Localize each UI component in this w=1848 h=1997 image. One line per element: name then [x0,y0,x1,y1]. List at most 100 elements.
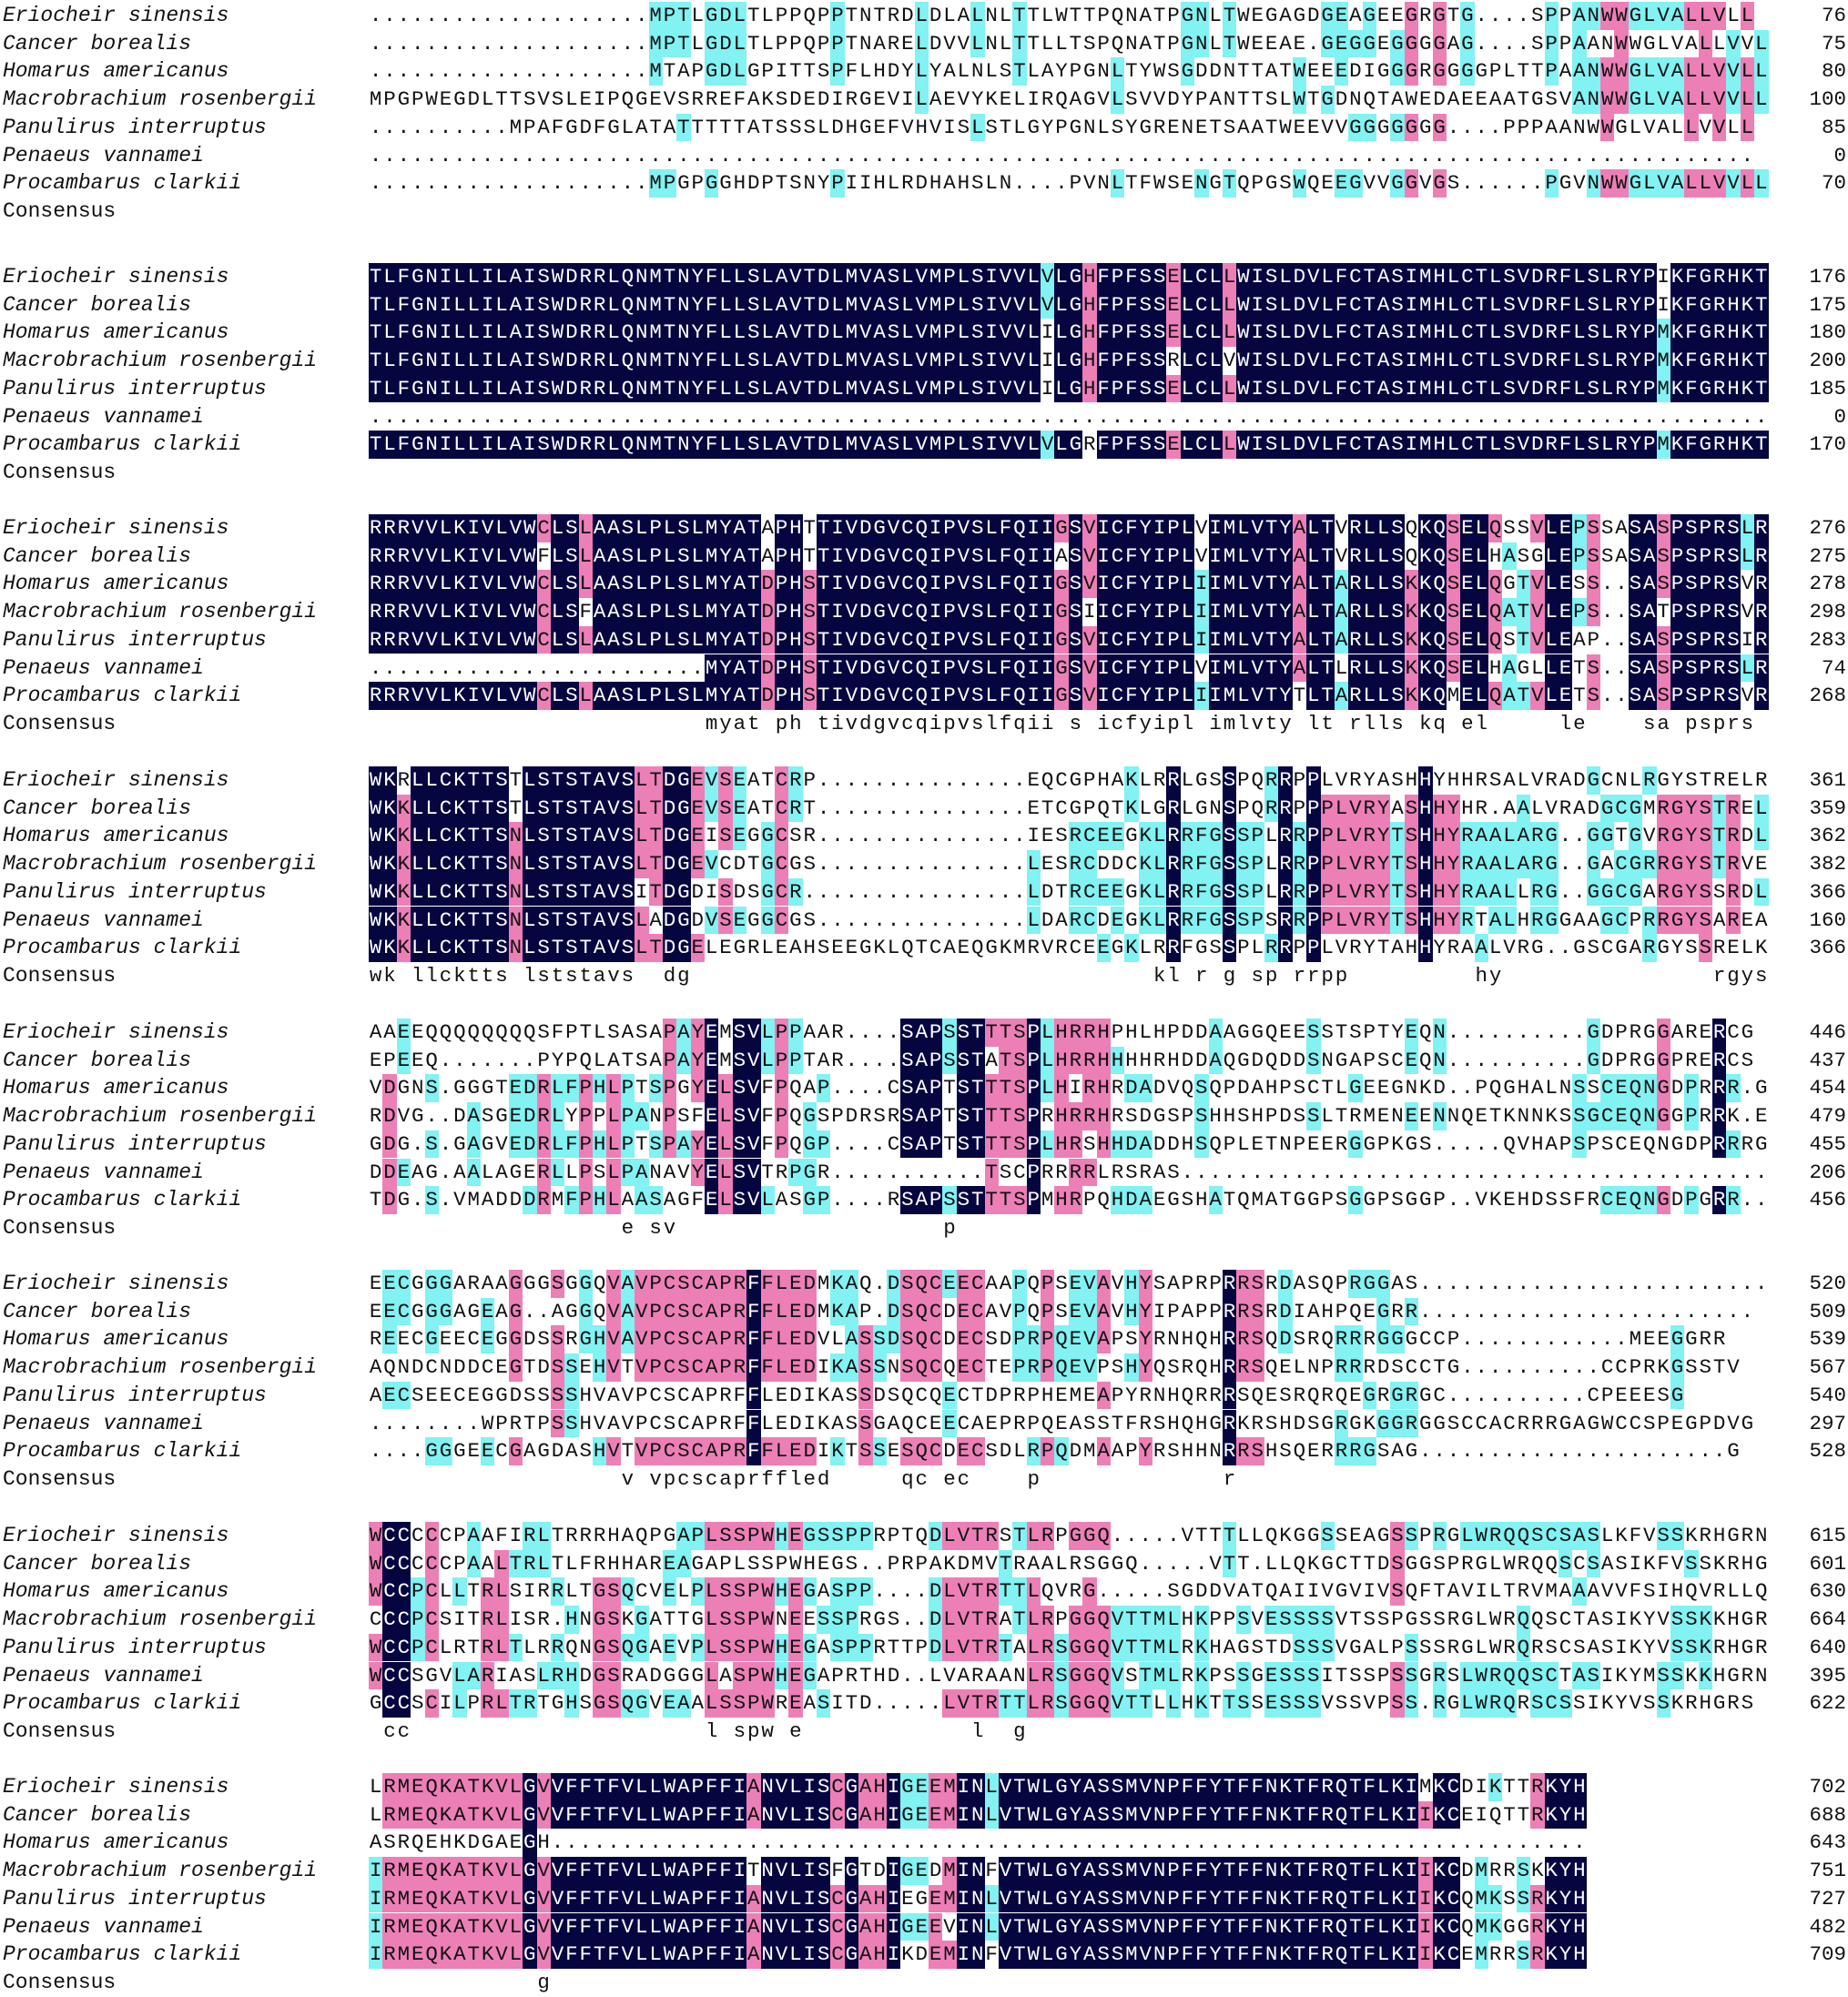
sequence-residues: ........................MYATDPHSTIVDGVCQ… [369,654,1770,683]
residue-position: 455 [1809,1131,1846,1156]
sequence-residues: RRRVVLKIVLVWCLSLAASLPLSLMYATAPHTTIVDGVCQ… [369,514,1770,542]
species-name: Penaeus vannamei [3,1411,204,1435]
species-name: Homarus americanus [3,572,229,596]
species-name: Panulirus interruptus [3,376,267,400]
residue-position: 727 [1809,1886,1846,1911]
species-name: Eriocheir sinensis [3,1020,229,1044]
species-name: Procambarus clarkii [3,1188,242,1212]
alignment-row: Penaeus vannamei ........WPRTPSSHVAVPCSCA… [0,1409,1848,1438]
residue-position: 180 [1809,320,1846,345]
sequence-residues: MPGPWEGDLTTSVSLEIPQGEVSRREFAKSDEDIRGEVIL… [369,86,1770,114]
alignment-row: Panulirus interruptus ..........MPAFGDFGL… [0,113,1848,142]
sequence-residues: WKKLLCKTTSNLSTSTAVSLADGDVSEGGCGS........… [369,906,1770,935]
consensus-sequence: myat ph tivdgvcqipvslfqii s icfyipl imlv… [705,711,1754,735]
consensus-sequence: g [537,1970,550,1994]
species-name: Eriocheir sinensis [3,768,229,792]
species-name: Eriocheir sinensis [3,516,229,540]
alignment-row: Panulirus interruptus WKKLLCKTTSNLSTSTAVS… [0,877,1848,907]
residue-position: 297 [1809,1411,1846,1435]
species-name: Penaeus vannamei [3,1160,204,1184]
sequence-residues: ....................MTAPGDLGPITTSPFLHDYL… [369,57,1770,86]
alignment-row: Panulirus interruptus GDG.S.GAGVEDRLFPHLP… [0,1130,1848,1159]
sequence-residues: WCCCCCPAALTRLTLFRHHAREAGAPLSSPWHEGS..PRP… [369,1549,1770,1578]
alignment-row: Cancer borealis WCCCCCPAALTRLTLFRHHAREAGA… [0,1549,1848,1578]
sequence-residues: EECGGGAGEAG..AGGQVAVPCSCAPRFFLEDMKAP.DSQ… [369,1297,1770,1326]
sequence-residues: TDG.S.VMADDDRMFPHLAASAGFELSVLASGP....RSA… [369,1186,1770,1214]
consensus-label: Consensus [3,460,117,484]
species-name: Procambarus clarkii [3,1942,242,1967]
sequence-residues: VDGNS.GGGTEDRLFPHLPTSPGYELSVFPQAP....CSA… [369,1074,1770,1103]
consensus-label: Consensus [3,1215,117,1240]
alignment-row: Eriocheir sinensis EECGGGARAAGGGSGGQVAVPC… [0,1270,1848,1298]
alignment-row: Eriocheir sinensis RRRVVLKIVLVWCLSLAASLPL… [0,514,1848,542]
species-name: Eriocheir sinensis [3,4,229,27]
consensus-row: Consensus v vpcscaprffled qc ec p r [0,1465,1848,1494]
residue-position: 482 [1809,1914,1846,1939]
sequence-residues: GCCSCILPRLTRTGHSGSQGVEAALSSPWREASITD....… [369,1689,1770,1718]
alignment-row: Eriocheir sinensis LRMEQKATKVLGVVFFTFVLLW… [0,1773,1848,1801]
residue-position: 664 [1809,1607,1846,1632]
residue-position: 85 [1821,115,1846,139]
species-name: Procambarus clarkii [3,936,242,960]
residue-position: 361 [1809,768,1846,792]
alignment-row: Eriocheir sinensis TLFGNILLILAISWDRRLQNMT… [0,263,1848,291]
residue-position: 567 [1809,1355,1846,1380]
consensus-row: Consensus [0,459,1848,487]
alignment-row: Procambarus clarkii ....................M… [0,169,1848,198]
sequence-residues: AECSEECEGGDSSSSHVAVPCSCAPRFFLEDIKASSDSQC… [369,1381,1770,1410]
alignment-row: Penaeus vannamei IRMEQKATKVLGVVFFTFVLLWAP… [0,1912,1848,1941]
species-name: Penaeus vannamei [3,1914,204,1939]
sequence-residues: ........WPRTPSSHVAVPCSCAPRFFLEDIKASSGAQC… [369,1409,1770,1438]
consensus-label: Consensus [3,1466,117,1491]
alignment-row: Macrobrachium rosenbergii IRMEQKATKVLGVVF… [0,1857,1848,1885]
species-name: Procambarus clarkii [3,432,242,457]
alignment-row: Eriocheir sinensis WKRLLCKTTSTLSTSTAVSLTD… [0,766,1848,795]
residue-position: 76 [1821,4,1846,27]
alignment-row: Cancer borealis EECGGGAGEAG..AGGQVAVPCSCA… [0,1297,1848,1326]
consensus-sequence: wk llcktts lststavs dg kl r g sp rrpp hy… [369,963,1768,988]
alignment-row: Cancer borealis WKKLLCKTTSTLSTSTAVSLTDGEV… [0,794,1848,823]
alignment-row: Penaeus vannamei DDEAG.AALAGERLLPSLPANAVY… [0,1158,1848,1187]
species-name: Homarus americanus [3,1327,229,1352]
species-name: Procambarus clarkii [3,171,242,196]
consensus-row: Consensus e sv p [0,1214,1848,1242]
residue-position: 70 [1821,171,1846,196]
sequence-residues: WCCPCLLTRLSIRRLTGSQCVELPLSSPWHEGASPP....… [369,1577,1770,1607]
residue-position: 74 [1821,655,1846,680]
sequence-residues: WKKLLCKTTSNLSTSTAVSLTDGEVCDTGCGS........… [369,850,1770,878]
alignment-row: Procambarus clarkii IRMEQKATKVLGVVFFTFVLL… [0,1941,1848,1969]
species-name: Panulirus interruptus [3,879,267,904]
sequence-residues: RRRVVLKIVLVWCLSLAASLPLSLMYATDPHSTIVDGVCQ… [369,682,1770,710]
consensus-row: Consensus g [0,1969,1848,1997]
sequence-residues: LRMEQKATKVLGVVFFTFVLLWAPFFIANVLISCGAHIGE… [369,1773,1770,1801]
alignment-row: Eriocheir sinensis ....................MP… [0,2,1848,30]
residue-position: 540 [1809,1383,1846,1407]
species-name: Panulirus interruptus [3,1383,267,1407]
consensus-row: Consensus wk llcktts lststavs dg kl r g s… [0,962,1848,990]
residue-position: 709 [1809,1942,1846,1967]
sequence-residues: WKKLLCKTTSNLSTSTAVSLTDGELEGRLEAHSEEGKLQT… [369,934,1770,962]
residue-position: 615 [1809,1524,1846,1547]
species-name: Macrobrachium rosenbergii [3,1859,318,1883]
species-name: Homarus americanus [3,1579,229,1604]
alignment-row: Macrobrachium rosenbergii CCCPCSITRLISR.H… [0,1606,1848,1634]
species-name: Macrobrachium rosenbergii [3,852,318,877]
alignment-row: Panulirus interruptus TLFGNILLILAISWDRRLQ… [0,374,1848,403]
species-name: Penaeus vannamei [3,143,204,167]
species-name: Panulirus interruptus [3,1131,267,1156]
residue-position: 446 [1809,1020,1846,1044]
residue-position: 366 [1809,879,1846,904]
consensus-sequence: e sv p [621,1215,956,1240]
residue-position: 395 [1809,1663,1846,1688]
consensus-row: Consensus [0,198,1848,226]
sequence-residues: IRMEQKATKVLGVVFFTFVLLWAPFFIANVLISCGAHIEG… [369,1884,1770,1913]
sequence-residues: LRMEQKATKVLGVVFFTFVLLWAPFFIANVLISCGAHIGE… [369,1800,1770,1830]
alignment-row: Penaeus vannamei........................… [0,654,1848,683]
residue-position: 362 [1809,824,1846,848]
residue-position: 640 [1809,1635,1846,1659]
residue-position: 539 [1809,1327,1846,1352]
sequence-residues: RRRVVLKIVLVWCLSLAASLPLSLMYATDPHSTIVDGVCQ… [369,625,1770,654]
sequence-residues: ASRQEHKDGAEGH...........................… [369,1829,1770,1858]
species-name: Homarus americanus [3,1830,229,1855]
